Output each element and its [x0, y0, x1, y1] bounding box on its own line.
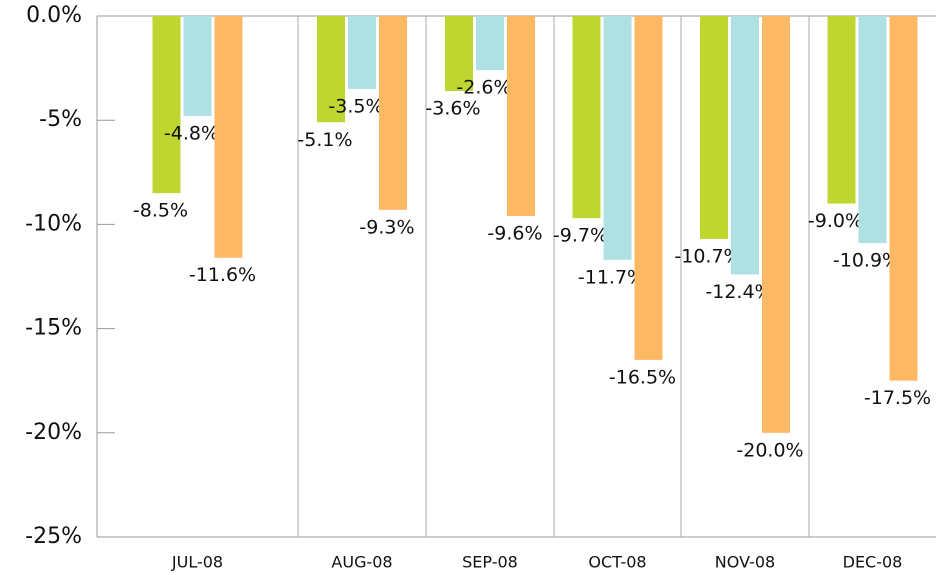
x-tick-label: DEC-08: [843, 553, 903, 572]
bar: [603, 16, 632, 260]
value-label: -3.5%: [328, 95, 383, 117]
value-label: -11.7%: [578, 266, 645, 288]
bar: [152, 16, 181, 194]
bar: [214, 16, 243, 258]
y-tick-label: -15%: [25, 316, 82, 341]
y-tick-label: -5%: [39, 107, 82, 132]
bar: [183, 16, 212, 117]
value-label: -17.5%: [864, 387, 931, 409]
value-label: -10.9%: [833, 250, 900, 272]
bar: [379, 16, 407, 210]
value-label: -9.6%: [487, 223, 542, 245]
y-tick-label: -25%: [25, 524, 82, 549]
y-tick-label: -20%: [25, 420, 82, 445]
x-tick-label: AUG-08: [331, 553, 392, 572]
value-label: -11.6%: [189, 264, 256, 286]
value-label: -4.8%: [164, 123, 219, 145]
bar: [476, 16, 504, 71]
y-tick-label: -10%: [25, 211, 82, 236]
value-label: -9.7%: [553, 225, 608, 247]
x-tick-label: OCT-08: [588, 553, 646, 572]
bar: [572, 16, 601, 219]
value-label: -12.4%: [705, 281, 772, 303]
value-label: -10.7%: [674, 245, 741, 267]
value-label: -16.5%: [609, 366, 676, 388]
x-tick-label: SEP-08: [462, 553, 518, 572]
value-label: -20.0%: [736, 439, 803, 461]
value-label: -9.3%: [359, 216, 414, 238]
bar: [827, 16, 856, 204]
bar: [507, 16, 535, 217]
bar: [445, 16, 473, 92]
value-label: -9.0%: [808, 210, 863, 232]
x-tick-label: JUL-08: [171, 553, 223, 572]
y-tick-label: 0.0%: [26, 3, 82, 28]
bar: [889, 16, 918, 381]
bar: [762, 16, 790, 433]
value-label: -5.1%: [297, 129, 352, 151]
value-label: -2.6%: [456, 77, 511, 99]
bar: [700, 16, 728, 239]
bar: [317, 16, 345, 123]
bar: [348, 16, 376, 89]
bar: [731, 16, 759, 275]
value-label: -3.6%: [425, 98, 480, 120]
value-label: -8.5%: [133, 200, 188, 222]
bar: [634, 16, 663, 360]
bar: [858, 16, 887, 244]
x-tick-label: NOV-08: [715, 553, 775, 572]
